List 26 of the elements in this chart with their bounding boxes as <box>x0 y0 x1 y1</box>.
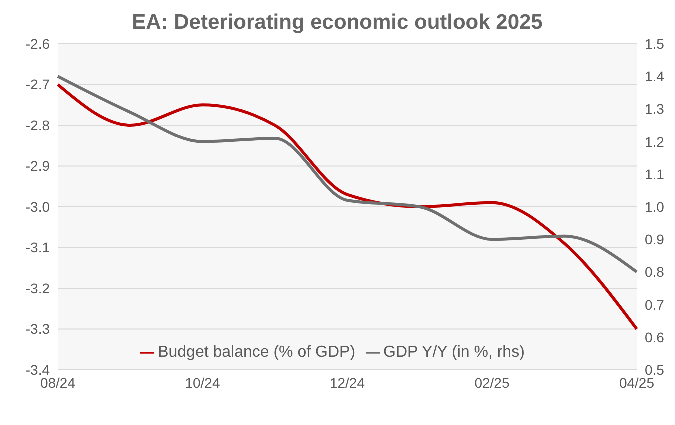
line-series <box>56 83 638 331</box>
y-tick-label: -3.0 <box>26 198 50 215</box>
y2-tick-label: 0.7 <box>645 296 665 313</box>
y2-tick-label: 0.6 <box>645 329 665 346</box>
y2-tick-label: 0.9 <box>645 232 665 248</box>
x-tick-label: 10/24 <box>185 374 220 391</box>
y-tick-label: -2.8 <box>26 117 50 134</box>
y-tick-label: -3.3 <box>26 321 50 338</box>
x-tick-label: 02/25 <box>474 374 510 391</box>
y2-tick-label: 1.3 <box>645 101 665 118</box>
y2-tick-label: 1.1 <box>645 166 665 182</box>
y-tick-label: -2.6 <box>26 36 50 52</box>
y2-tick-label: 1.2 <box>645 134 665 150</box>
y-tick-label: -2.9 <box>26 158 50 174</box>
legend-label: Budget balance (% of GDP) <box>158 344 356 361</box>
y-tick-label: -3.2 <box>26 280 50 296</box>
y2-tick-label: 1.0 <box>645 198 665 215</box>
y2-tick-label: 0.8 <box>645 264 665 280</box>
x-tick-label: 12/24 <box>330 374 366 391</box>
legend-label: GDP Y/Y (in %, rhs) <box>384 344 525 361</box>
chart-title: EA: Deteriorating economic outlook 2025 <box>132 11 543 34</box>
y-tick-label: -3.1 <box>26 240 50 256</box>
line-series <box>56 75 638 274</box>
y2-tick-label: 1.4 <box>645 68 665 85</box>
y2-tick-label: 1.5 <box>645 36 665 52</box>
y-tick-label: -2.7 <box>26 76 50 93</box>
